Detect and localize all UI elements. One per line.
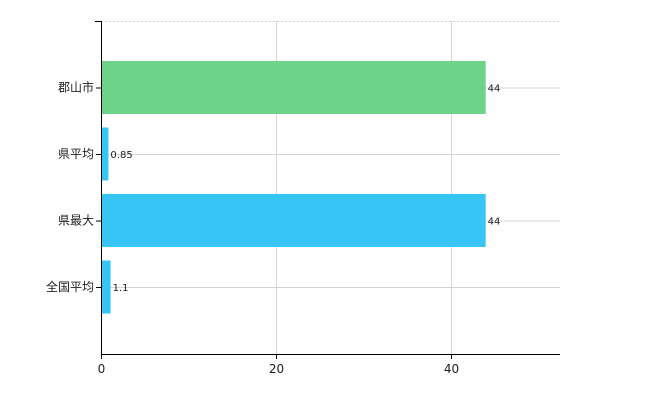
- data-label: 1.1: [113, 283, 129, 294]
- y-tick-label: 県最大: [58, 214, 94, 228]
- bars: [101, 61, 486, 314]
- bar: [101, 260, 111, 314]
- bar: [101, 127, 109, 181]
- data-label: 0.85: [110, 150, 132, 161]
- x-tick-label: 0: [98, 362, 106, 376]
- data-label: 44: [488, 217, 501, 228]
- y-tick-label: 郡山市: [58, 80, 94, 95]
- x-tick-label: 20: [269, 362, 284, 376]
- y-tick-label: 全国平均: [46, 279, 94, 294]
- data-label: 44: [488, 84, 501, 95]
- bar: [101, 194, 486, 247]
- bar: [101, 61, 486, 114]
- data-labels: 44 0.85 44 1.1: [110, 84, 500, 295]
- y-tick-label: 県平均: [58, 147, 94, 161]
- x-tick-label: 40: [444, 362, 459, 376]
